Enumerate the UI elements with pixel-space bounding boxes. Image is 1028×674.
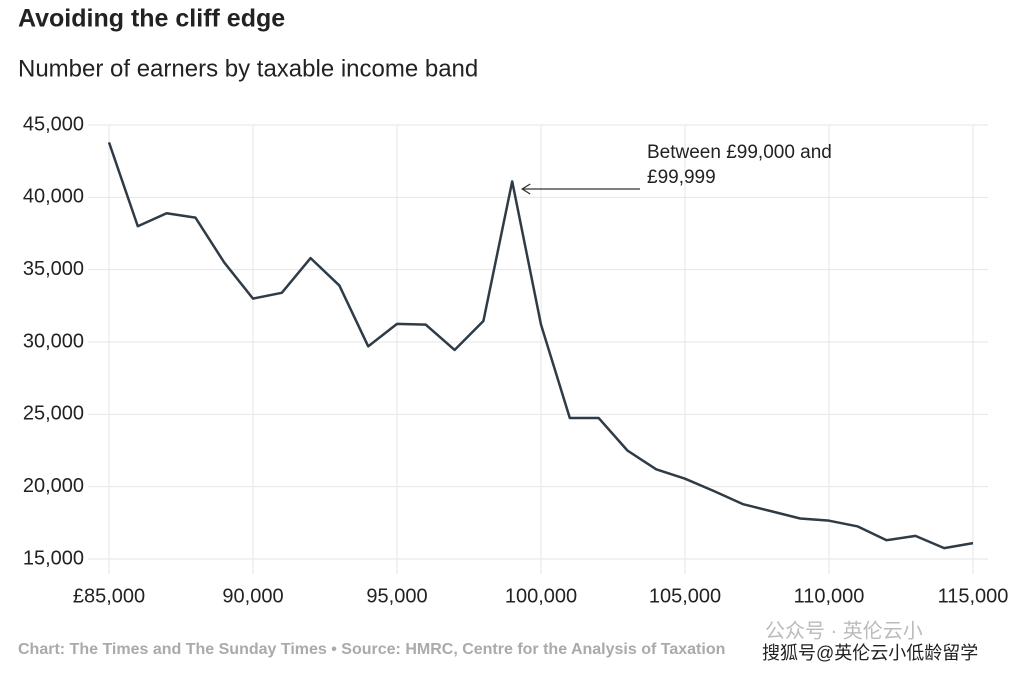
y-tick-label: 30,000 [23,330,84,352]
y-tick-label: 25,000 [23,403,84,425]
x-tick-label: 100,000 [505,585,577,607]
source: Chart: The Times and The Sunday Times • … [18,641,725,658]
y-tick-label: 40,000 [23,186,84,208]
x-tick-label: 115,000 [938,585,1009,607]
annotation: Between £99,000 and [647,142,832,163]
y-tick-label: 15,000 [23,547,84,569]
annotation-arrowhead [520,183,531,195]
x-tick-label: £85,000 [73,585,145,607]
x-tick-label: 110,000 [794,585,865,607]
chart-subtitle: Number of earners by taxable income band [18,55,478,82]
watermark: 搜狐号@英伦云小低龄留学 [762,643,978,663]
plot: 15,000 20,000 25,000 30,000 35,000 40,000 45,0… [23,113,1009,607]
y-tick-label: 20,000 [23,475,84,497]
x-tick-label: 90,000 [222,585,283,607]
annotation: £99,999 [647,167,716,188]
line [107,141,974,550]
y-tick-label: 45,000 [23,113,84,135]
watermark: 公众号 · 英伦云小 [765,619,923,642]
y-tick-label: 35,000 [23,258,84,280]
x-tick-label: 105,000 [649,585,721,607]
x-tick-label: 95,000 [366,585,427,607]
chart-title: Avoiding the cliff edge [18,5,285,33]
